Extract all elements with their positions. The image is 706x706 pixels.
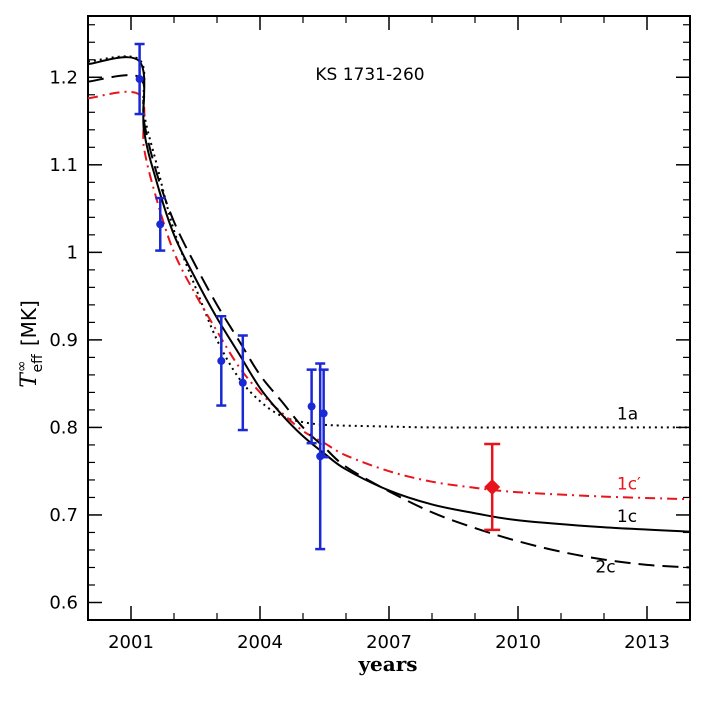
observation-points — [134, 42, 501, 551]
data-point — [319, 409, 328, 418]
y-tick-label: 0.6 — [49, 592, 78, 613]
x-tick-label: 2007 — [366, 632, 412, 653]
y-axis-subscript: eff — [30, 354, 46, 373]
curve-label: 1a — [617, 404, 638, 424]
plot-area — [87, 15, 691, 621]
series-1c-line — [87, 90, 691, 501]
data-point — [238, 378, 247, 387]
svg-text:T∞eff[MK]: T∞eff [MK] — [14, 300, 46, 388]
chart-title: KS 1731-260 — [315, 65, 424, 85]
series-1a-line — [87, 55, 690, 429]
data-point — [135, 75, 144, 84]
x-tick-label: 2010 — [495, 632, 541, 653]
y-tick-label: 0.9 — [49, 330, 78, 351]
model-curves: 1a 1c′ 1c 2c — [87, 55, 691, 578]
data-point-diamond — [484, 478, 501, 495]
plot-frame — [87, 15, 691, 621]
series-2c-line — [87, 74, 691, 569]
y-tick-label: 1.1 — [49, 155, 78, 176]
x-axis-title: years — [357, 652, 417, 676]
y-axis-unit: [MK] — [17, 300, 41, 346]
y-axis-title: T∞eff [MK] — [14, 300, 46, 388]
curve-label: 1c — [617, 507, 637, 527]
y-axis-superscript: ∞ — [14, 360, 30, 372]
x-tick-label: 2004 — [237, 632, 283, 653]
y-tick-label: 0.8 — [49, 417, 78, 438]
curve-label: 2c — [595, 558, 615, 578]
axis-ticks — [87, 16, 691, 621]
x-tick-label: 2013 — [624, 632, 670, 653]
data-point — [217, 356, 226, 365]
data-point — [307, 402, 316, 411]
y-axis-symbol: T — [17, 371, 42, 388]
y-tick-label: 1.2 — [49, 67, 78, 88]
y-tick-label: 0.7 — [49, 505, 78, 526]
y-tick-label: 1 — [67, 242, 78, 263]
axis-labels: 2001 2004 2007 2010 2013 0.6 0.7 0.8 0.9 1 1.1 1.2 — [49, 67, 670, 653]
data-point — [156, 220, 165, 229]
x-tick-label: 2001 — [108, 632, 154, 653]
curve-label: 1c′ — [617, 474, 641, 494]
series-1c-line — [87, 56, 691, 533]
